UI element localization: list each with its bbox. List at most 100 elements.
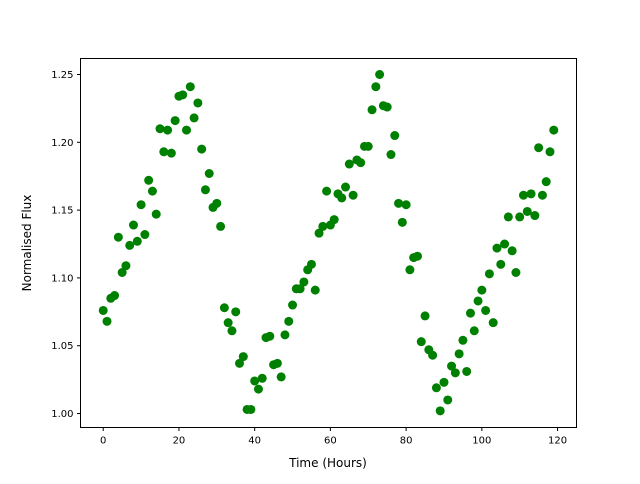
data-point [484,269,494,279]
data-point [295,284,305,294]
data-point [147,186,157,196]
data-point [212,198,222,208]
data-point [386,150,396,160]
data-point [477,285,487,295]
x-tick-label: 40 [248,436,261,447]
data-point [178,90,188,100]
data-point [288,300,298,310]
data-point [462,366,472,376]
data-point [465,308,475,318]
data-point [390,131,400,141]
data-point [223,318,233,328]
data-point [439,377,449,387]
data-point [197,144,207,154]
data-point [238,352,248,362]
data-point [102,316,112,326]
data-point [235,358,245,368]
data-point [488,318,498,328]
data-point [435,406,445,416]
y-tick-label: 1.05 [51,341,73,352]
data-point [522,206,532,216]
data-point [348,190,358,200]
data-point [443,395,453,405]
data-point [280,330,290,340]
data-point [250,376,260,386]
data-point [545,147,555,157]
data-point [447,361,457,371]
data-point [98,305,108,315]
data-point [155,124,165,134]
data-point [144,175,154,185]
data-point [329,215,339,225]
data-point [473,296,483,306]
data-point [526,189,536,199]
data-point [117,267,127,277]
data-point [276,372,286,382]
data-point [216,221,226,231]
data-point [375,70,385,80]
data-point [151,209,161,219]
data-point [170,116,180,126]
data-point [500,239,510,249]
y-tick-label: 1.25 [51,70,73,81]
data-point [318,221,328,231]
data-point [397,217,407,227]
data-point [367,105,377,115]
x-axis-ticks: 0 20 40 60 80 100 120 [100,427,567,447]
data-point [310,285,320,295]
data-point [110,291,120,301]
data-point [140,230,150,240]
data-point [253,384,263,394]
data-point [344,159,354,169]
x-tick-label: 120 [548,436,567,447]
data-point [341,182,351,192]
data-point [121,261,131,271]
data-point [272,358,282,368]
data-point [450,368,460,378]
data-point [420,311,430,321]
data-point [382,102,392,112]
data-point [394,198,404,208]
x-axis-label: Time (Hours) [288,456,367,470]
data-point [371,82,381,92]
data-point [496,259,506,269]
data-point [166,148,176,158]
data-point [163,125,173,135]
y-tick-label: 1.00 [51,409,73,420]
x-tick-label: 0 [100,436,106,447]
data-point [185,82,195,92]
data-point [129,220,139,230]
data-point [537,190,547,200]
data-point [431,383,441,393]
y-tick-label: 1.15 [51,206,73,217]
data-point [518,190,528,200]
data-point [182,125,192,135]
data-point [515,212,525,222]
data-point [136,200,146,210]
x-tick-label: 100 [472,436,491,447]
data-point [534,143,544,153]
data-point [412,251,422,261]
data-point [503,212,513,222]
data-point [314,228,324,238]
x-tick-label: 20 [173,436,186,447]
data-point [189,113,199,123]
data-point [530,211,540,221]
data-point [204,168,214,178]
data-point [401,200,411,210]
data-point [549,125,559,135]
y-tick-label: 1.10 [51,273,73,284]
data-point [469,326,479,336]
data-point [113,232,123,242]
data-point [125,240,135,250]
data-point [257,373,267,383]
data-point [159,147,169,157]
plot-frame [80,58,577,428]
data-point [246,404,256,414]
y-tick-label: 1.20 [51,138,73,149]
data-point [193,98,203,108]
data-point [219,303,229,313]
data-point [481,305,491,315]
data-point [337,193,347,203]
data-point [363,141,373,151]
